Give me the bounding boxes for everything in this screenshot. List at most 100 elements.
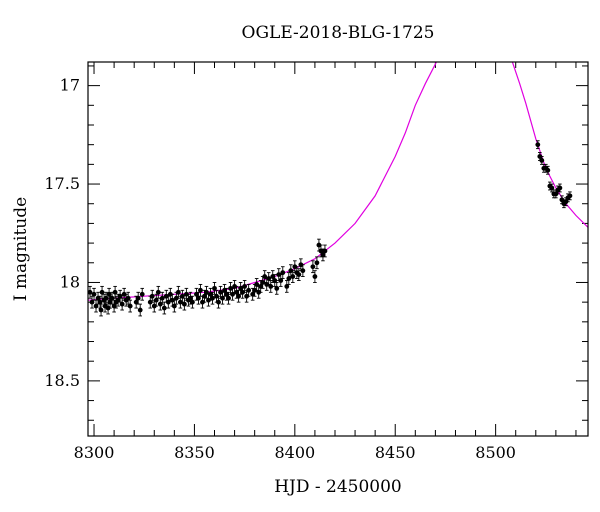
data-point xyxy=(545,165,551,175)
point-marker xyxy=(175,289,181,295)
point-marker xyxy=(228,285,233,291)
point-marker xyxy=(539,158,545,163)
data-point xyxy=(93,299,99,313)
point-marker xyxy=(310,264,316,270)
data-point xyxy=(535,140,541,150)
data-point xyxy=(539,156,545,165)
point-marker xyxy=(545,167,551,173)
chart-title: OGLE-2018-BLG-1725 xyxy=(242,23,435,43)
point-marker xyxy=(135,295,141,301)
point-marker xyxy=(173,295,179,301)
data-point xyxy=(153,293,159,307)
data-point xyxy=(212,282,217,295)
data-point xyxy=(260,276,266,289)
point-marker xyxy=(234,289,239,295)
y-tick-label: 17.5 xyxy=(44,174,80,193)
point-marker xyxy=(216,299,221,305)
point-marker xyxy=(278,278,284,283)
point-marker xyxy=(549,185,555,191)
point-marker xyxy=(266,276,272,281)
model-curve xyxy=(88,62,588,301)
data-point xyxy=(159,291,165,305)
point-marker xyxy=(312,274,318,279)
point-marker xyxy=(318,248,324,254)
point-marker xyxy=(274,285,280,291)
data-point xyxy=(210,291,215,305)
point-marker xyxy=(212,285,217,291)
point-marker xyxy=(165,299,171,305)
data-point xyxy=(155,285,161,299)
point-marker xyxy=(133,299,139,305)
point-marker xyxy=(296,272,302,277)
point-marker xyxy=(109,295,115,301)
data-point xyxy=(139,287,145,301)
data-point xyxy=(157,297,163,311)
data-point xyxy=(312,270,318,283)
point-marker xyxy=(246,287,252,293)
point-marker xyxy=(276,272,282,277)
point-marker xyxy=(153,297,159,303)
point-marker xyxy=(290,274,296,279)
data-points-layer xyxy=(88,140,573,317)
data-point xyxy=(226,291,231,305)
point-marker xyxy=(559,197,565,203)
point-marker xyxy=(103,295,109,301)
point-marker xyxy=(198,287,203,293)
point-marker xyxy=(177,299,183,305)
point-marker xyxy=(125,295,131,301)
data-point xyxy=(284,280,290,293)
point-marker xyxy=(163,293,169,299)
point-marker xyxy=(91,291,97,297)
data-point xyxy=(149,289,155,303)
point-marker xyxy=(106,291,112,297)
point-marker xyxy=(244,293,250,299)
data-point xyxy=(278,274,284,287)
axis-ticks: 8300 8350 8400 8450 8500 17 17.5 18 18.5 xyxy=(44,62,588,462)
data-point xyxy=(288,264,294,278)
point-marker xyxy=(220,295,225,301)
point-marker xyxy=(157,301,163,307)
point-marker xyxy=(155,289,161,295)
data-point xyxy=(272,274,278,287)
point-marker xyxy=(151,303,157,309)
data-point xyxy=(242,280,248,293)
point-marker xyxy=(262,274,268,279)
x-tick-label: 8300 xyxy=(74,443,115,462)
point-marker xyxy=(107,299,113,305)
data-point xyxy=(280,266,286,279)
data-point xyxy=(300,264,306,278)
point-marker xyxy=(256,289,262,295)
point-marker xyxy=(98,307,104,313)
point-marker xyxy=(240,289,246,295)
point-marker xyxy=(300,268,306,274)
y-tick-label: 17 xyxy=(60,76,80,95)
data-point xyxy=(246,283,252,297)
x-axis-label: HJD - 2450000 xyxy=(274,477,402,497)
data-point xyxy=(322,244,328,258)
point-marker xyxy=(553,191,559,197)
point-marker xyxy=(190,299,195,305)
point-marker xyxy=(280,270,286,276)
point-marker xyxy=(149,293,155,299)
point-marker xyxy=(204,289,209,295)
point-marker xyxy=(567,193,573,199)
point-marker xyxy=(563,199,569,205)
data-point xyxy=(198,283,203,297)
point-marker xyxy=(320,252,326,258)
point-marker xyxy=(252,287,258,293)
point-marker xyxy=(167,291,173,297)
point-marker xyxy=(316,242,322,248)
data-point xyxy=(274,282,280,295)
data-point xyxy=(179,289,185,303)
y-tick-label: 18.5 xyxy=(44,371,80,390)
data-point xyxy=(171,299,177,313)
data-point xyxy=(557,183,563,193)
point-marker xyxy=(183,291,189,297)
point-marker xyxy=(260,280,266,285)
point-marker xyxy=(171,303,177,309)
data-point xyxy=(296,268,302,281)
data-point xyxy=(161,301,167,315)
point-marker xyxy=(242,284,248,289)
point-marker xyxy=(222,287,227,293)
